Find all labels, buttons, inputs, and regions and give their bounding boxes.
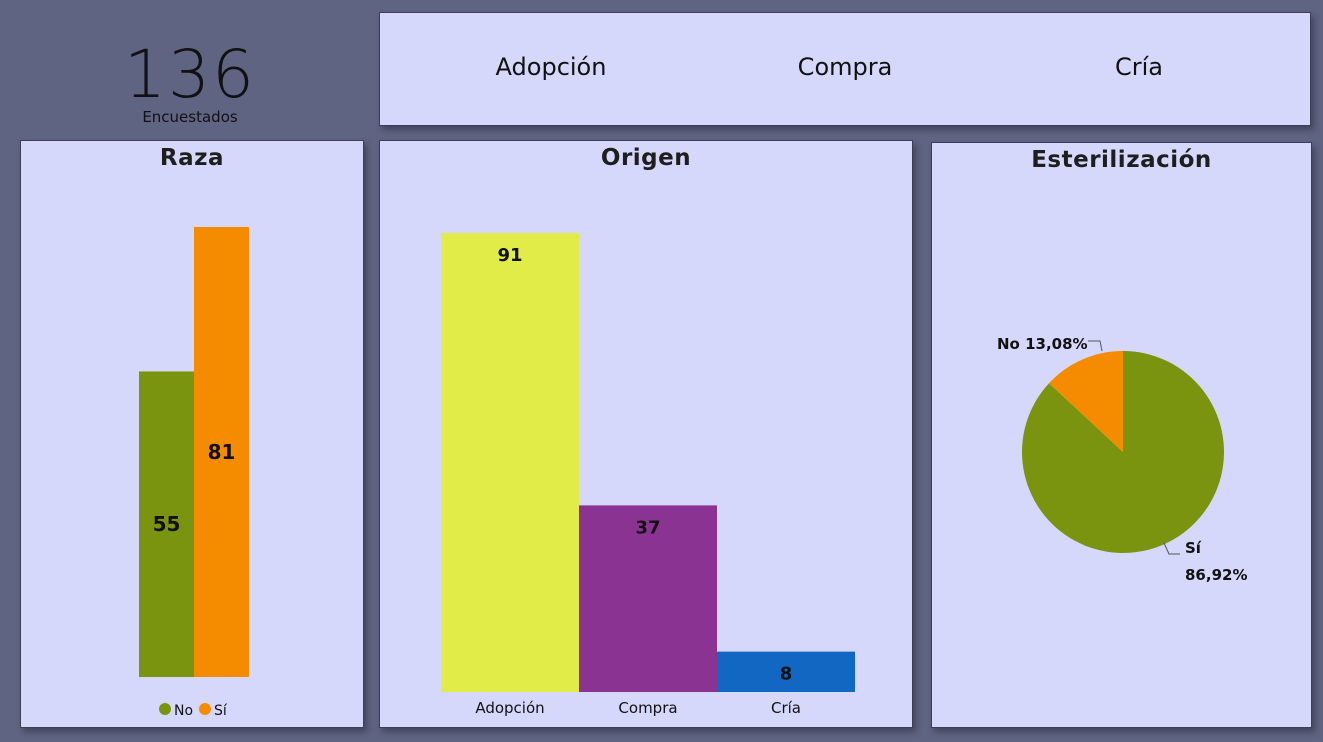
esterilizacion-chart-title: Esterilización: [1031, 147, 1212, 173]
raza-bar-label: 81: [208, 440, 236, 464]
raza-legend-label: Sí: [214, 703, 228, 719]
origen-x-tick: Adopción: [475, 699, 544, 717]
origen-chart-card: Origen 91 Adopción 37 Compra 8 Cría: [379, 140, 913, 728]
slicer-item-compra[interactable]: Compra: [797, 53, 893, 81]
raza-bar-si: [194, 227, 249, 677]
raza-chart-title: Raza: [159, 145, 225, 171]
raza-bar-label: 55: [153, 512, 181, 536]
origen-bar-label: 91: [497, 245, 522, 266]
kpi-card: 136 Encuestados: [20, 20, 360, 132]
esterilizacion-chart: No 13,08% Sí 86,92%: [997, 335, 1247, 584]
origin-slicer: Adopción Compra Cría: [379, 12, 1311, 126]
raza-chart-card: Raza 55 81 No Sí: [20, 140, 364, 728]
origen-bar-1: [579, 505, 717, 692]
pie-leader-no: [1088, 340, 1103, 352]
pie-leader-si: [1163, 542, 1180, 555]
origen-chart: 91 Adopción 37 Compra 8 Cría: [441, 233, 855, 717]
origen-bar-label: 8: [780, 664, 793, 685]
pie-slice-no: [1049, 351, 1123, 452]
raza-legend-marker: [159, 703, 171, 715]
origen-bar-label: 37: [635, 517, 660, 538]
origen-bar-0: [441, 233, 579, 692]
origen-x-tick: Compra: [618, 699, 677, 717]
raza-bar-no: [139, 371, 194, 677]
origen-x-tick: Cría: [771, 699, 801, 717]
origen-bar-2: [717, 651, 855, 692]
raza-chart: 55 81 No Sí: [139, 227, 249, 719]
origen-chart-title: Origen: [600, 145, 692, 171]
kpi-label: Encuestados: [142, 108, 238, 126]
slicer-item-adopcion[interactable]: Adopción: [495, 53, 607, 81]
pie-label-no: No 13,08%: [997, 335, 1088, 353]
pie-label-si: Sí: [1185, 539, 1202, 557]
slicer-item-cria[interactable]: Cría: [1115, 53, 1163, 81]
raza-legend-label: No: [174, 703, 193, 719]
raza-legend-marker: [199, 703, 211, 715]
pie-label-si-pct: 86,92%: [1185, 566, 1247, 584]
esterilizacion-chart-card: Esterilización No 13,08% Sí 86,92%: [931, 142, 1312, 728]
kpi-value: 136: [124, 36, 256, 113]
